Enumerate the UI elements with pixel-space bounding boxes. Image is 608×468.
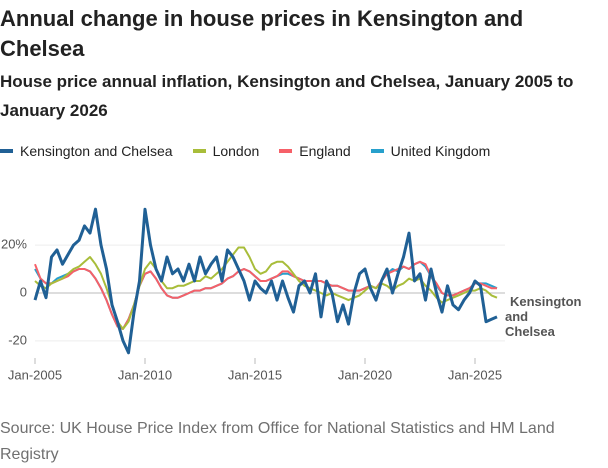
y-tick-label: 0 bbox=[20, 284, 27, 299]
x-tick-label: Jan-2005 bbox=[8, 367, 62, 382]
chart-title: Annual change in house prices in Kensing… bbox=[0, 6, 524, 61]
legend-label: United Kingdom bbox=[390, 143, 491, 159]
legend-swatch bbox=[279, 149, 293, 153]
legend-item: United Kingdom bbox=[370, 143, 491, 159]
legend-item: England bbox=[279, 143, 351, 159]
y-tick-label: 20% bbox=[1, 237, 27, 252]
legend-label: London bbox=[212, 143, 260, 159]
x-tick-label: Jan-2025 bbox=[448, 367, 502, 382]
legend-item: Kensington and Chelsea bbox=[0, 143, 173, 159]
legend-item: London bbox=[192, 143, 260, 159]
chart: -20 0 20% Jan-2005 Jan-2010 Jan-2015 Jan-2020 J… bbox=[1, 207, 582, 382]
series-line bbox=[34, 260, 497, 330]
legend-swatch bbox=[370, 149, 384, 153]
legend-label: England bbox=[299, 143, 351, 159]
series-line bbox=[33, 207, 498, 355]
annotation-line: Kensington bbox=[510, 294, 582, 309]
x-tick-label: Jan-2020 bbox=[338, 367, 392, 382]
x-tick-label: Jan-2010 bbox=[118, 367, 172, 382]
annotation-line: and bbox=[505, 309, 528, 324]
legend: Kensington and Chelsea London England Unite… bbox=[0, 143, 490, 159]
source-note: Source: UK House Price Index from Office… bbox=[0, 420, 555, 463]
annotation: Kensington and Chelsea bbox=[505, 294, 582, 339]
chart-subtitle: House price annual inflation, Kensington… bbox=[0, 72, 574, 120]
x-tick-label: Jan-2015 bbox=[228, 367, 282, 382]
legend-swatch bbox=[192, 149, 206, 153]
legend-label: Kensington and Chelsea bbox=[20, 143, 173, 159]
legend-swatch bbox=[0, 149, 13, 153]
annotation-line: Chelsea bbox=[505, 324, 556, 339]
y-tick-label: -20 bbox=[8, 332, 27, 347]
